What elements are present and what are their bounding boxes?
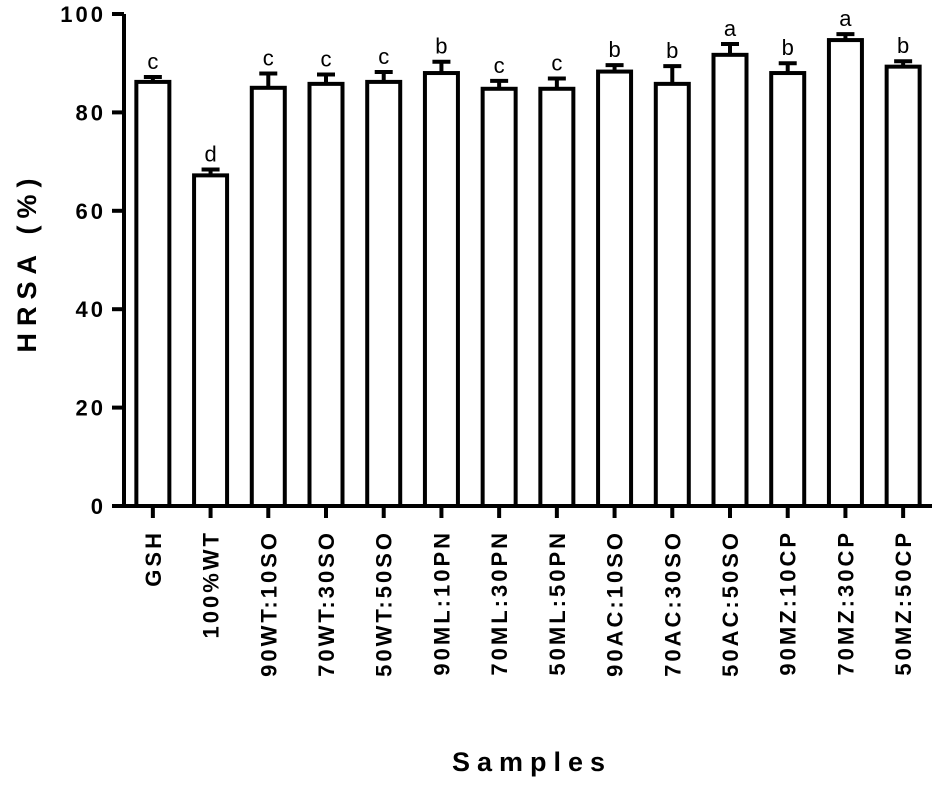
bar-series: c GSH d 100%WT c 90WT:10SO c 70WT:30SO c 50WT:50S…	[134, 6, 922, 677]
bar-group: a 50AC:50SO	[711, 16, 749, 677]
significance-label: c	[263, 46, 274, 71]
bar	[711, 52, 749, 508]
x-tick-label: 50MZ:50CP	[891, 530, 916, 676]
bar-group: c GSH	[134, 49, 172, 587]
bar-group: a 70MZ:30CP	[826, 6, 864, 676]
significance-label: b	[435, 34, 447, 59]
significance-label: d	[204, 141, 216, 166]
bar-group: b 90ML:10PN	[422, 34, 460, 676]
x-tick-label: 100%WT	[199, 530, 224, 638]
bar	[422, 71, 460, 508]
significance-label: b	[782, 35, 794, 60]
bar	[538, 86, 576, 508]
bar	[884, 64, 922, 508]
y-tick-label: 100	[60, 2, 106, 27]
x-tick-label: 70MZ:30CP	[833, 530, 858, 676]
y-tick-label: 80	[76, 100, 106, 125]
y-axis-ticks: 0 20 40 60 80 100	[60, 2, 124, 519]
bar	[134, 79, 172, 509]
significance-label: b	[608, 37, 620, 62]
bar	[769, 71, 807, 508]
y-tick-label: 40	[76, 297, 106, 322]
y-axis-title: HRSA (%)	[12, 172, 42, 353]
bar	[249, 85, 287, 509]
x-tick-label: 50AC:50SO	[718, 530, 743, 677]
bar-group: b 90MZ:10CP	[769, 35, 807, 676]
bar-group: c 70ML:30PN	[480, 53, 518, 676]
x-tick-label: 70ML:30PN	[487, 530, 512, 676]
x-tick-label: GSH	[141, 530, 166, 587]
bar	[365, 79, 403, 509]
significance-label: c	[321, 47, 332, 72]
significance-label: a	[839, 6, 852, 31]
y-tick-label: 0	[91, 494, 106, 519]
bar-group: d 100%WT	[192, 141, 230, 638]
bar-group: b 50MZ:50CP	[884, 33, 922, 676]
x-tick-label: 90AC:10SO	[603, 530, 628, 677]
x-tick-label: 70WT:30SO	[314, 530, 339, 677]
y-tick-label: 20	[76, 396, 106, 421]
bar	[596, 69, 634, 509]
bar	[826, 38, 864, 509]
significance-label: c	[494, 53, 505, 78]
x-tick-label: 50ML:50PN	[545, 530, 570, 676]
bar-group: b 90AC:10SO	[596, 37, 634, 677]
significance-label: c	[378, 44, 389, 69]
significance-label: b	[666, 38, 678, 63]
significance-label: a	[724, 16, 737, 41]
bar-group: c 70WT:30SO	[307, 47, 345, 677]
x-tick-label: 50WT:50SO	[372, 530, 397, 677]
x-tick-label: 90WT:10SO	[256, 530, 281, 677]
bar	[192, 173, 230, 508]
x-tick-label: 70AC:30SO	[660, 530, 685, 677]
bar	[480, 86, 518, 508]
bar-group: c 50ML:50PN	[538, 50, 576, 676]
x-tick-label: 90MZ:10CP	[776, 530, 801, 676]
bar	[653, 81, 691, 508]
bar	[307, 81, 345, 508]
bar-group: b 70AC:30SO	[653, 38, 691, 677]
significance-label: b	[897, 33, 909, 58]
significance-label: c	[551, 50, 562, 75]
bar-group: c 90WT:10SO	[249, 46, 287, 677]
bar-group: c 50WT:50SO	[365, 44, 403, 677]
y-tick-label: 60	[76, 199, 106, 224]
significance-label: c	[147, 49, 158, 74]
x-axis-title: Samples	[452, 747, 612, 777]
x-tick-label: 90ML:10PN	[429, 530, 454, 676]
